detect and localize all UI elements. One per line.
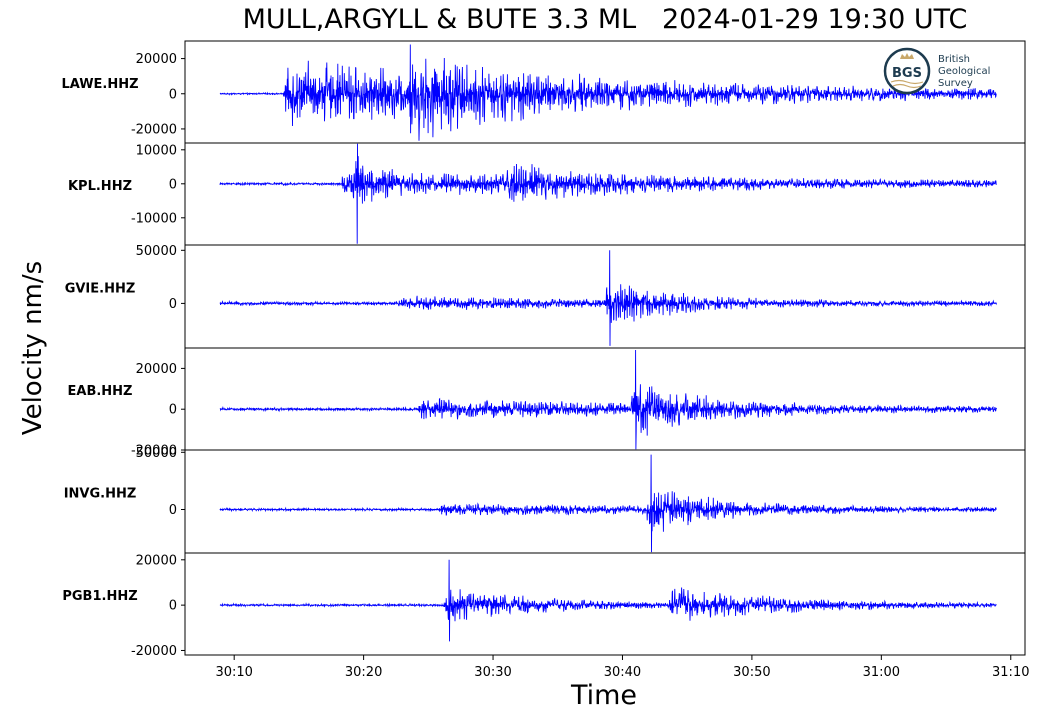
x-axis-label: Time: [570, 680, 638, 711]
waveform-pgb1-hhz: [219, 559, 997, 642]
waveform-invg-hhz: [219, 454, 997, 553]
x-tick-label: 31:10: [992, 665, 1029, 680]
y-tick-label: 0: [169, 599, 177, 614]
station-label: INVG.HHZ: [64, 487, 137, 502]
y-tick-label: 0: [169, 297, 177, 312]
y-tick-label: -20000: [131, 122, 177, 137]
panel-invg-hhz: 50000 0 INVG.HHZ: [64, 446, 1026, 554]
bgs-logo-line1: British: [938, 54, 970, 65]
waveform-eab-hhz: [219, 349, 997, 450]
y-tick-label: -10000: [131, 211, 177, 226]
panel-gvie-hhz: 50000 0 GVIE.HHZ: [65, 244, 1026, 349]
x-tick-label: 30:10: [215, 665, 252, 680]
panel-frame: [184, 449, 1026, 554]
panel-kpl-hhz: 10000 0 -10000 KPL.HHZ: [68, 142, 1026, 246]
y-tick-label: -20000: [131, 644, 177, 659]
y-tick-label: 0: [169, 503, 177, 518]
y-tick-label: 0: [169, 177, 177, 192]
y-tick-label: -20000: [131, 444, 177, 459]
station-label: PGB1.HHZ: [62, 589, 137, 604]
bgs-logo-line2: Geological: [938, 66, 990, 77]
waveform-kpl-hhz: [219, 143, 997, 244]
station-label: KPL.HHZ: [68, 179, 132, 194]
panel-pgb1-hhz: 20000 0 -20000 PGB1.HHZ: [62, 552, 1026, 659]
panel-frame: [184, 142, 1026, 246]
bgs-logo-line3: Survey: [938, 78, 973, 89]
panel-frame: [184, 347, 1026, 451]
y-tick-label: 50000: [136, 244, 177, 259]
station-label: GVIE.HHZ: [65, 282, 136, 297]
x-tick-label: 30:50: [733, 665, 770, 680]
x-tick-label: 31:00: [863, 665, 900, 680]
bgs-logo-ring: [883, 47, 931, 95]
panel-lawe-hhz: 20000 0 -20000 LAWE.HHZ: [61, 40, 1026, 144]
panel-frame: [184, 244, 1026, 349]
bgs-logo-crown-icon: [900, 53, 914, 59]
y-tick-label: 10000: [136, 143, 177, 158]
chart-title: MULL,ARGYLL & BUTE 3.3 ML 2024-01-29 19:…: [242, 4, 968, 35]
station-label: EAB.HHZ: [68, 384, 133, 399]
station-label: LAWE.HHZ: [61, 77, 138, 92]
bgs-logo-waves: [890, 79, 924, 89]
panel-eab-hhz: 20000 0 -20000 EAB.HHZ: [68, 347, 1026, 459]
x-tick-label: 30:20: [345, 665, 382, 680]
y-tick-label: 20000: [136, 553, 177, 568]
waveform-lawe-hhz: [219, 44, 997, 141]
y-tick-label: 0: [169, 87, 177, 102]
panel-frame: [184, 552, 1026, 656]
bgs-logo-badge: BGS: [892, 66, 922, 81]
x-tick-label: 30:40: [604, 665, 641, 680]
y-tick-label: 20000: [136, 52, 177, 67]
y-tick-label: 0: [169, 403, 177, 418]
waveform-gvie-hhz: [219, 250, 997, 346]
bgs-logo: BGS British Geological Survey: [883, 47, 990, 95]
y-tick-label: 50000: [136, 446, 177, 461]
x-tick-label: 30:30: [474, 665, 511, 680]
y-tick-label: 20000: [136, 362, 177, 377]
